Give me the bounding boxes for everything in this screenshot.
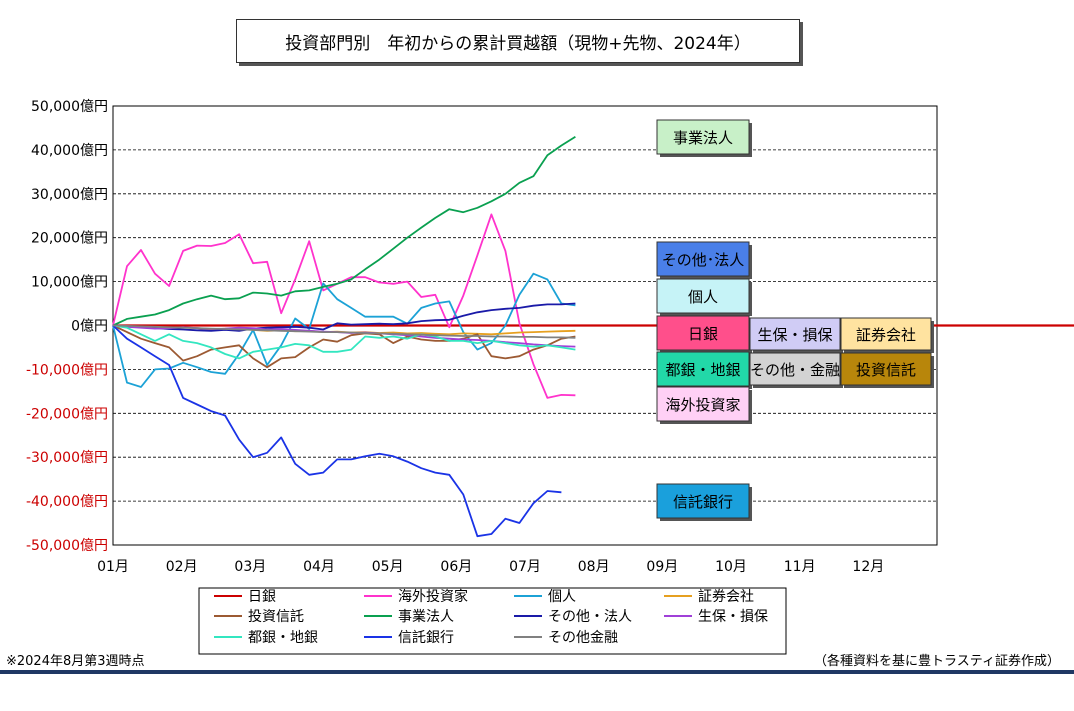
callout-label: その他･法人 xyxy=(662,251,745,269)
bottom-rule xyxy=(0,670,1074,674)
series-line xyxy=(112,324,576,360)
callout-label: 投資信託 xyxy=(856,361,916,379)
x-tick-label: 02月 xyxy=(166,559,198,575)
x-tick-label: 06月 xyxy=(440,559,472,575)
y-tick-label: -40,000億円 xyxy=(26,494,108,510)
callout-label: 事業法人 xyxy=(673,129,733,147)
callout-box xyxy=(656,386,750,422)
chart-title: 投資部門別 年初からの累計買越額（現物+先物、2024年） xyxy=(236,19,800,63)
series-line xyxy=(112,324,576,339)
y-tick-label: -10,000億円 xyxy=(26,362,108,378)
series-line xyxy=(112,135,576,327)
callout-label: 都銀・地銀 xyxy=(665,361,740,379)
legend-label: 生保・損保 xyxy=(698,609,768,625)
callout-label: 日銀 xyxy=(688,325,718,343)
callout-box xyxy=(656,351,750,387)
series-line xyxy=(112,324,576,369)
legend-label: 日銀 xyxy=(248,589,276,605)
callout-label: 個人 xyxy=(688,288,718,306)
x-tick-label: 11月 xyxy=(784,559,816,575)
callout-box xyxy=(840,317,932,351)
callout-label: 信託銀行 xyxy=(673,493,733,511)
callout-box xyxy=(749,352,841,386)
legend-label: 個人 xyxy=(548,589,576,605)
legend-label: 事業法人 xyxy=(398,609,454,625)
y-tick-label: 10,000億円 xyxy=(31,275,108,291)
x-tick-label: 07月 xyxy=(509,559,541,575)
x-tick-label: 08月 xyxy=(578,559,610,575)
y-tick-label: -20,000億円 xyxy=(26,406,108,422)
y-tick-label: 40,000億円 xyxy=(31,143,108,159)
footnote-date: ※2024年8月第3週時点 xyxy=(6,654,145,669)
legend-label: 都銀・地銀 xyxy=(248,630,318,646)
y-tick-label: 0億円 xyxy=(71,319,108,335)
series-line xyxy=(112,302,576,332)
callout-box xyxy=(656,278,750,314)
x-tick-label: 04月 xyxy=(303,559,335,575)
series-line xyxy=(112,324,562,538)
x-tick-label: 10月 xyxy=(715,559,747,575)
footnote-source: （各種資料を基に豊トラスティ証券作成） xyxy=(814,654,1060,669)
x-tick-label: 09月 xyxy=(646,559,678,575)
x-tick-label: 12月 xyxy=(852,559,884,575)
y-tick-label: 20,000億円 xyxy=(31,231,108,247)
y-tick-label: -30,000億円 xyxy=(26,450,108,466)
callout-box xyxy=(749,317,841,351)
callout-box xyxy=(840,352,932,386)
x-tick-label: 05月 xyxy=(372,559,404,575)
legend-label: その他・法人 xyxy=(548,609,632,625)
callout-box xyxy=(656,483,750,519)
x-tick-label: 01月 xyxy=(97,559,129,575)
legend-label: 信託銀行 xyxy=(398,630,454,646)
legend-box xyxy=(198,587,787,655)
callout-box xyxy=(656,315,750,351)
y-tick-label: 30,000億円 xyxy=(31,187,108,203)
callout-label: 証券会社 xyxy=(856,326,916,344)
x-tick-label: 03月 xyxy=(234,559,266,575)
y-tick-label: 50,000億円 xyxy=(31,99,108,115)
legend-label: 海外投資家 xyxy=(398,588,468,605)
legend-label: 証券会社 xyxy=(698,589,754,605)
y-tick-label: -50,000億円 xyxy=(26,538,108,554)
callout-label: 海外投資家 xyxy=(665,396,740,414)
callout-box xyxy=(656,119,750,155)
callout-label: 生保・損保 xyxy=(757,326,832,344)
legend-label: 投資信託 xyxy=(248,609,304,625)
series-line xyxy=(112,213,576,399)
callout-label: その他・金融 xyxy=(750,361,840,379)
legend-label: その他金融 xyxy=(548,630,618,646)
callout-box xyxy=(656,241,750,277)
